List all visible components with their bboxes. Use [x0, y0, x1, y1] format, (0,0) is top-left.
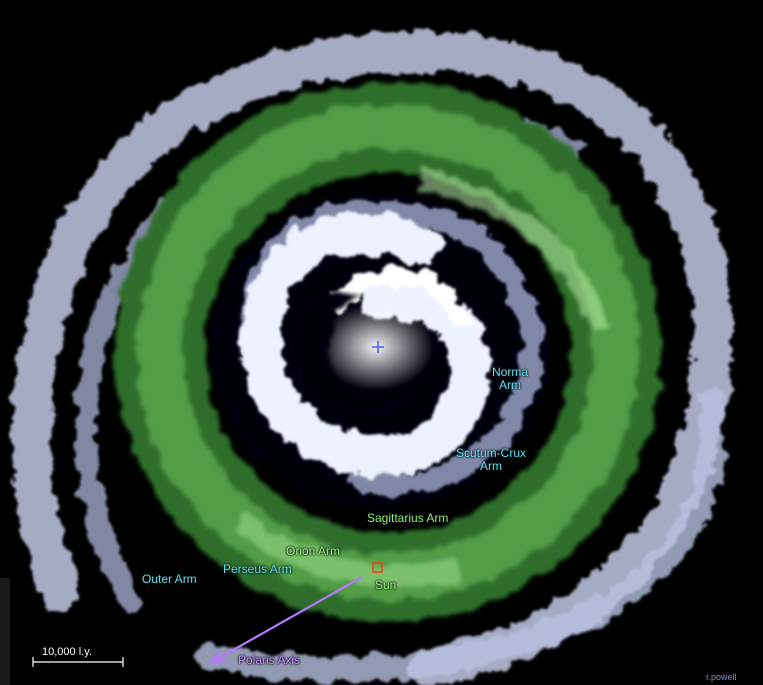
outer-arm-label: Outer Arm	[142, 572, 197, 586]
norma-arm-label-line2: Arm	[499, 378, 521, 392]
sun-marker	[372, 562, 383, 573]
sagittarius-band	[115, 82, 661, 622]
galactic-center-marker	[372, 341, 384, 353]
polaris-axis-label: Polaris Axis	[238, 653, 301, 667]
sun-label: Sun	[375, 578, 397, 592]
core-dark-lane	[289, 292, 420, 416]
scale-bar-label: 10,000 l.y.	[42, 646, 92, 658]
scale-panel	[0, 578, 10, 685]
scutum-crux-arm-label: Scutum-Crux Arm	[456, 447, 526, 473]
scutum-crux-arm-label-line2: Arm	[480, 459, 502, 473]
norma-arm	[240, 212, 491, 477]
polaris-axis-arrow	[208, 576, 363, 665]
orion-arm-label: Orion Arm	[286, 544, 341, 558]
scale-bar	[32, 657, 124, 667]
image-credit: r.powell	[706, 672, 737, 682]
perseus-arm-label: Perseus Arm	[223, 562, 292, 576]
norma-arm-label-line1: Norma	[492, 365, 529, 379]
scutum-crux-arm-label-line1: Scutum-Crux	[456, 446, 527, 460]
norma-arm-label: Norma Arm	[492, 366, 528, 392]
sagittarius-arm-label: Sagittarius Arm	[367, 511, 449, 525]
